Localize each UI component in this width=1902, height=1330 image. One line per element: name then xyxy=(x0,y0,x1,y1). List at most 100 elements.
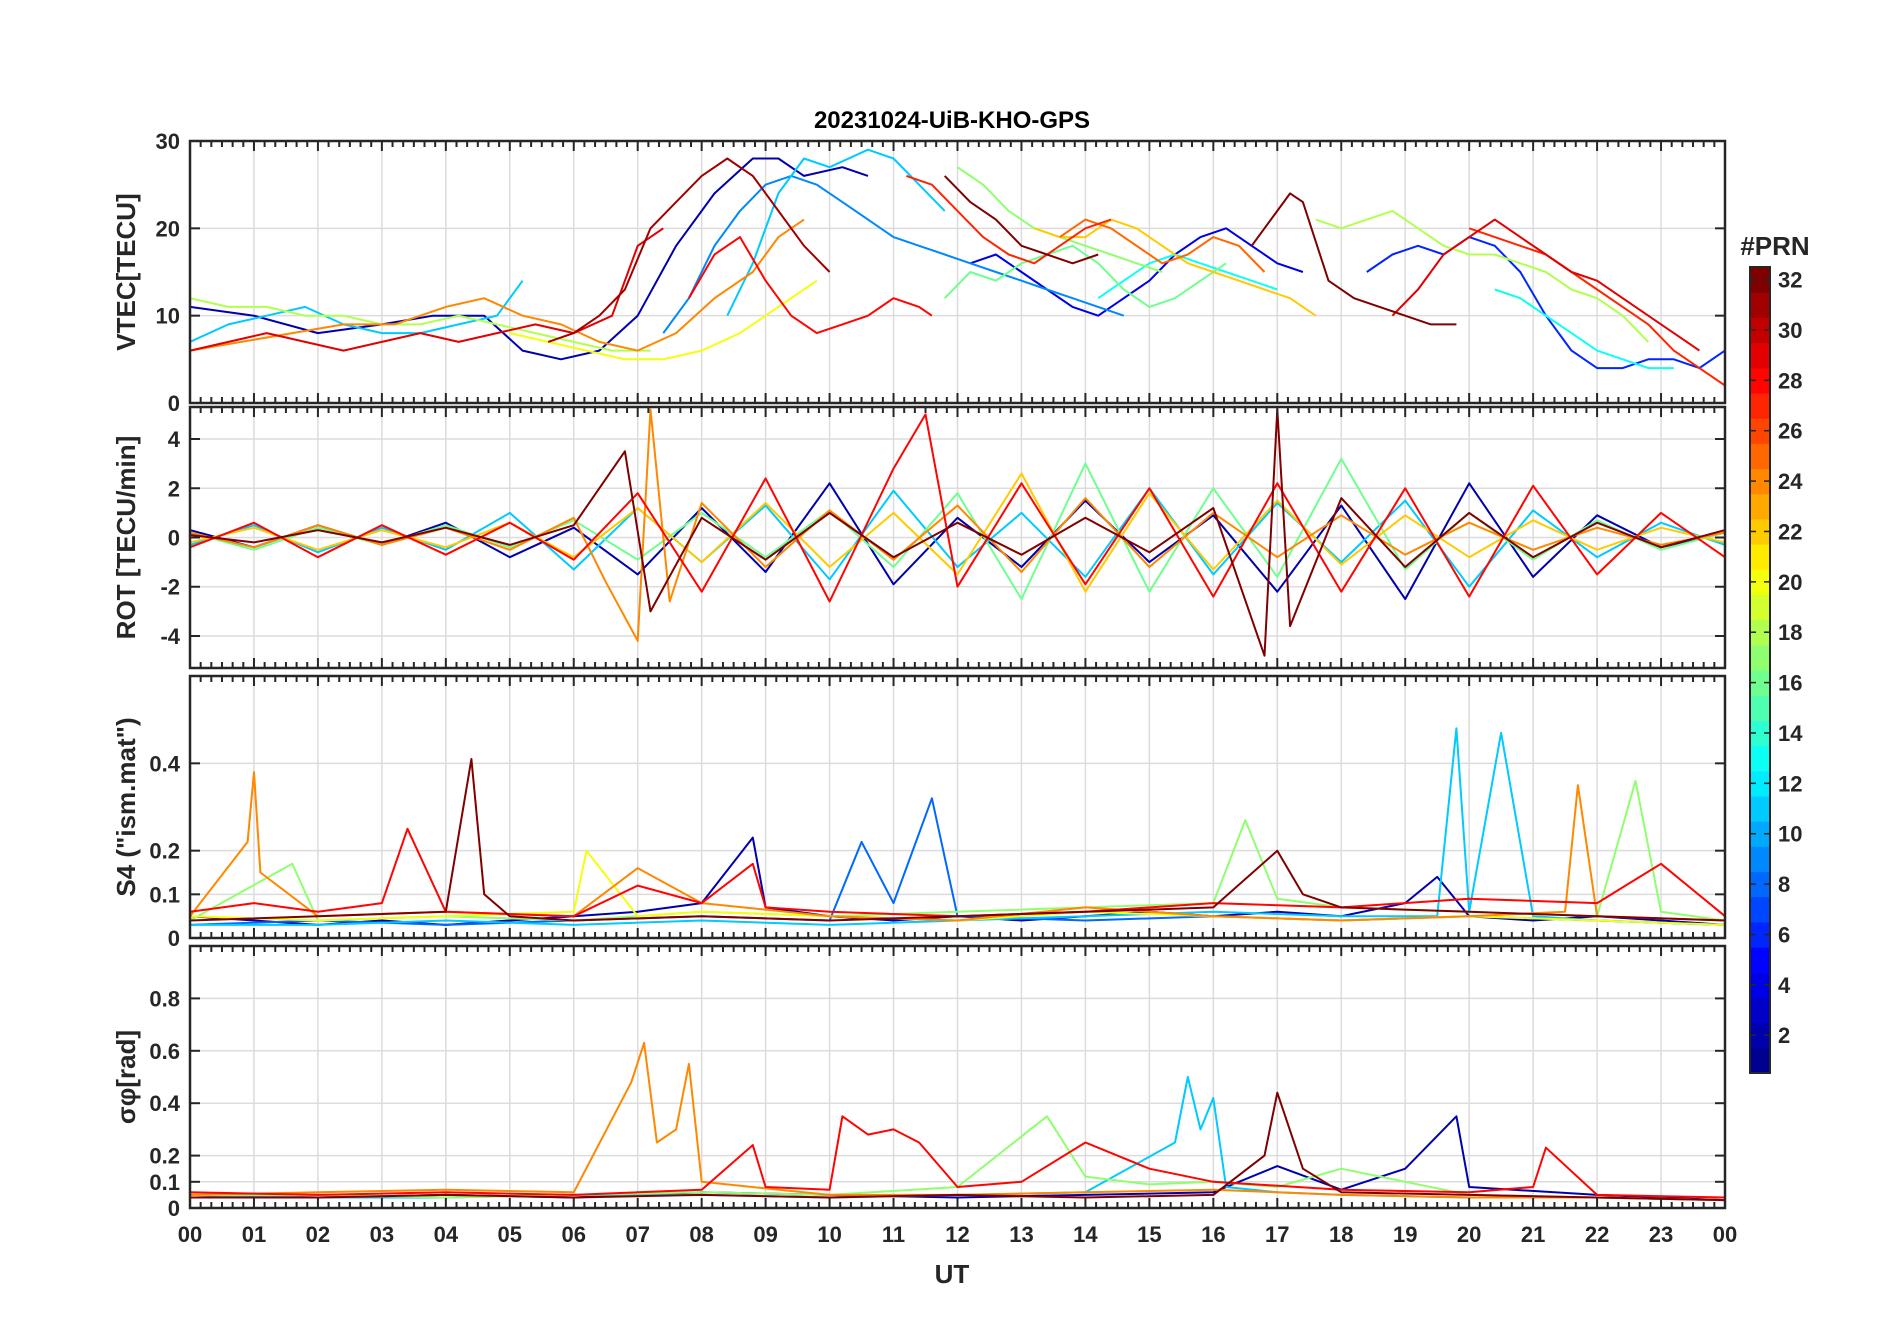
colorbar-cell-prn-9 xyxy=(1750,846,1770,873)
rot-y-axis-label: ROT [TECU/min] xyxy=(111,436,141,640)
rot-series xyxy=(190,408,1725,657)
x-axis-label: UT xyxy=(935,1259,970,1289)
x-tick-label: 01 xyxy=(242,1222,266,1247)
rot-series-prn-28 xyxy=(190,413,1725,603)
vtec-series-prn-22 xyxy=(1033,218,1317,317)
vtec-series-prn-13 xyxy=(1494,288,1674,370)
sigma_phi-series-prn-32 xyxy=(190,1091,1725,1202)
vtec-series-prn-13 xyxy=(1097,253,1278,300)
s4-y-tick-label: 0 xyxy=(168,926,180,951)
x-tick-label: 17 xyxy=(1265,1222,1289,1247)
sigma_phi-y-tick-label: 0.6 xyxy=(149,1039,180,1064)
rot-series-prn-11 xyxy=(190,487,1725,588)
sigma_phi-y-axis-label: σφ[rad] xyxy=(111,1030,141,1124)
x-tick-label: 18 xyxy=(1329,1222,1353,1247)
colorbar-cell-prn-2 xyxy=(1750,1022,1770,1049)
x-tick-label: 11 xyxy=(882,1222,905,1247)
rot-y-tick-label: 2 xyxy=(168,476,180,501)
rot-y-tick-label: 4 xyxy=(168,427,181,452)
s4-series-prn-24 xyxy=(190,771,1725,922)
sigma_phi-y-tick-label: 0.2 xyxy=(149,1144,180,1169)
s4-series-prn-11 xyxy=(190,727,1725,926)
colorbar-cell-prn-6 xyxy=(1750,921,1770,948)
vtec-y-axis-label: VTEC[TECU] xyxy=(111,193,141,350)
colorbar-cell-prn-13 xyxy=(1750,745,1770,772)
colorbar-cell-prn-4 xyxy=(1750,972,1770,999)
x-tick-label: 02 xyxy=(306,1222,330,1247)
colorbar-frame xyxy=(1749,266,1771,1074)
s4-y-tick-label: 0.2 xyxy=(149,839,180,864)
colorbar-cell-prn-24 xyxy=(1750,468,1770,495)
sigma_phi-series-prn-28 xyxy=(190,1115,1725,1199)
x-tick-label: 07 xyxy=(625,1222,649,1247)
colorbar-tick-label: 18 xyxy=(1778,620,1802,645)
panel-sigma_phi: 00.10.2 0.4 0.6 0.8 σφ[rad] xyxy=(111,944,1727,1221)
rot-y-tick-label: 0 xyxy=(168,526,180,551)
colorbar-tick-label: 16 xyxy=(1778,671,1802,696)
colorbar-tick-label: 24 xyxy=(1778,469,1803,494)
colorbar-cell-prn-16 xyxy=(1750,670,1770,696)
x-tick-label: 22 xyxy=(1585,1222,1609,1247)
colorbar-tick-label: 4 xyxy=(1778,973,1791,998)
vtec-series-prn-27 xyxy=(905,174,1112,265)
x-tick-label: 06 xyxy=(562,1222,586,1247)
colorbar-cell-prn-18 xyxy=(1750,619,1770,646)
x-tick-label: 12 xyxy=(945,1222,969,1247)
vtec-y-tick-label: 10 xyxy=(156,304,180,329)
rot-series-prn-22 xyxy=(190,472,1725,593)
colorbar-tick-label: 28 xyxy=(1778,368,1802,393)
s4-y-axis-label: S4 ("ism.mat") xyxy=(111,717,141,896)
colorbar-cell-prn-30 xyxy=(1750,317,1770,344)
colorbar-cell-prn-17 xyxy=(1750,644,1770,671)
x-tick-label: 04 xyxy=(434,1222,459,1247)
colorbar-cell-prn-12 xyxy=(1750,770,1770,797)
vtec-series-prn-29 xyxy=(190,227,664,352)
colorbar-tick-label: 20 xyxy=(1778,570,1802,595)
colorbar-tick-label: 26 xyxy=(1778,419,1802,444)
colorbar-cell-prn-1 xyxy=(1750,1047,1770,1074)
vtec-y-tick-label: 0 xyxy=(168,391,180,416)
x-tick-label: 23 xyxy=(1649,1222,1673,1247)
vtec-series-prn-29 xyxy=(1391,218,1700,352)
rot-series-prn-32 xyxy=(190,408,1725,657)
colorbar-tick-label: 14 xyxy=(1778,721,1803,746)
colorbar-cell-prn-22 xyxy=(1750,518,1770,545)
colorbar-cell-prn-29 xyxy=(1750,342,1770,369)
vtec-series-prn-20 xyxy=(509,279,818,361)
rot-series-prn-2 xyxy=(190,482,1725,601)
colorbar-tick-label: 2 xyxy=(1778,1023,1790,1048)
colorbar-cell-prn-14 xyxy=(1750,720,1770,747)
x-tick-label: 19 xyxy=(1393,1222,1417,1247)
colorbar-tick-label: 30 xyxy=(1778,318,1802,343)
colorbar-cell-prn-5 xyxy=(1750,947,1770,973)
vtec-series-prn-9 xyxy=(662,174,1125,334)
x-tick-label: 20 xyxy=(1457,1222,1481,1247)
colorbar-cell-prn-21 xyxy=(1750,544,1770,570)
colorbar-tick-label: 12 xyxy=(1778,771,1802,796)
chart-title: 20231024-UiB-KHO-GPS xyxy=(814,107,1090,134)
colorbar-cell-prn-28 xyxy=(1750,367,1770,394)
vtec-y-tick-label: 30 xyxy=(156,129,180,154)
rot-y-tick-label: -2 xyxy=(160,575,180,600)
x-tick-label: 13 xyxy=(1009,1222,1033,1247)
vtec-y-tick-label: 20 xyxy=(156,216,180,241)
sigma_phi-series-prn-24 xyxy=(190,1041,1725,1202)
vtec-series-prn-18 xyxy=(1315,209,1650,343)
colorbar-cell-prn-23 xyxy=(1750,493,1770,520)
rot-y-tick-label: -4 xyxy=(160,624,180,649)
panel-vtec: 0 10 20 30 VTEC[TECU] xyxy=(111,129,1727,416)
vtec-series-prn-27 xyxy=(1468,227,1725,387)
colorbar-cell-prn-20 xyxy=(1750,569,1770,596)
x-tick-label: 10 xyxy=(817,1222,841,1247)
vtec-series-prn-18 xyxy=(190,297,651,352)
s4-y-tick-label: 0.4 xyxy=(149,751,180,776)
sigma_phi-series xyxy=(190,1041,1725,1202)
s4-y-tick-label: 0.1 xyxy=(149,882,180,907)
x-tick-label: 00 xyxy=(1713,1222,1737,1247)
x-tick-label: 16 xyxy=(1201,1222,1225,1247)
colorbar-cell-prn-32 xyxy=(1750,267,1770,293)
colorbar-cell-prn-31 xyxy=(1750,292,1770,318)
vtec-series-prn-4 xyxy=(969,227,1304,317)
